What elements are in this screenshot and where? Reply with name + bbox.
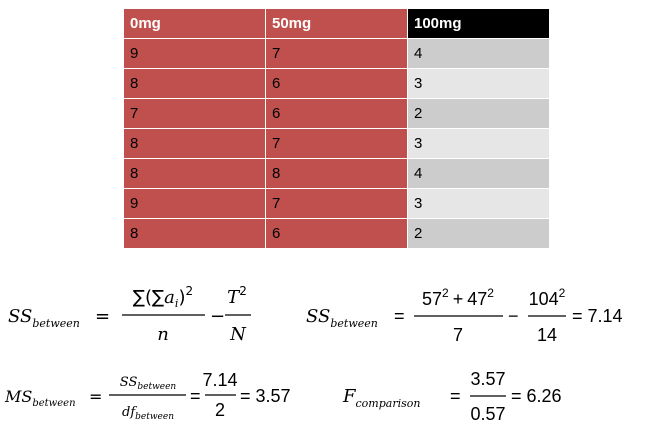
table-cell: 3 — [407, 128, 550, 159]
table-cell: 9 — [123, 38, 266, 69]
denominator: n — [157, 324, 169, 345]
symbol: SS — [120, 375, 138, 390]
symbol: df — [122, 405, 137, 420]
table-cell: 8 — [123, 68, 266, 99]
number: 57 — [422, 289, 442, 309]
equals: = — [394, 306, 405, 326]
variable: T — [227, 287, 241, 308]
variable: a — [164, 287, 175, 308]
denominator: 0.57 — [470, 404, 505, 424]
equals: = — [240, 386, 251, 406]
symbol: SS — [306, 306, 330, 327]
equals: = — [572, 306, 583, 326]
equals: = — [450, 386, 461, 406]
number: 104 — [529, 289, 559, 309]
exponent: 2 — [185, 284, 193, 298]
subscript: between — [330, 317, 378, 330]
number: 6.26 — [527, 386, 562, 406]
numerator: SSbetween — [120, 375, 177, 392]
table-cell: 9 — [123, 188, 266, 219]
sum: ∑(∑ — [133, 287, 164, 308]
table-cell: 8 — [123, 218, 266, 249]
minus: − — [210, 306, 225, 327]
table-cell: 8 — [265, 158, 408, 189]
denominator: 7 — [453, 325, 463, 345]
table-cell: 7 — [265, 188, 408, 219]
symbol: SS — [8, 306, 32, 327]
table-cell: 4 — [407, 158, 550, 189]
table-cell: 8 — [123, 158, 266, 189]
number: 3.57 — [256, 386, 291, 406]
table-cell: 3 — [407, 188, 550, 219]
result: = 3.57 — [240, 386, 291, 406]
formula-lhs: SSbetween — [306, 306, 378, 330]
table-cell: 2 — [407, 218, 550, 249]
numerator: 572 +472 — [422, 286, 494, 309]
numerator: 7.14 — [202, 370, 237, 390]
formula-lhs: Fcomparison — [342, 386, 420, 410]
denominator: 14 — [537, 325, 557, 345]
subscript: i — [175, 297, 179, 310]
denominator: dfbetween — [122, 405, 174, 422]
equals: = — [95, 306, 110, 327]
exponent: 2 — [239, 284, 247, 298]
number: 47 — [467, 289, 487, 309]
subscript: comparison — [356, 397, 421, 410]
header-row: 0mg 50mg 100mg — [123, 8, 550, 39]
table-cell: 8 — [123, 128, 266, 159]
exponent: 2 — [487, 286, 494, 300]
numerator: T2 — [227, 284, 247, 308]
numerator: ∑(∑ai)2 — [133, 284, 193, 310]
denominator: N — [229, 324, 247, 345]
subscript: between — [32, 317, 80, 330]
table-cell: 6 — [265, 98, 408, 129]
table-cell: 2 — [407, 98, 550, 129]
symbol: MS — [4, 387, 32, 406]
equals: = — [190, 386, 201, 406]
table-cell: 6 — [265, 218, 408, 249]
exponent: 2 — [559, 286, 566, 300]
paren: ) — [178, 287, 185, 308]
plus: + — [453, 289, 464, 309]
number: 7.14 — [588, 306, 623, 326]
denominator: 2 — [215, 400, 225, 420]
equals: = — [89, 387, 102, 406]
subscript: between — [137, 382, 176, 392]
equals: = — [511, 386, 522, 406]
symbol: F — [342, 386, 357, 407]
result: = 7.14 — [572, 306, 623, 326]
table-cell: 6 — [265, 68, 408, 99]
subscript: between — [32, 398, 75, 409]
numerator: 3.57 — [470, 369, 505, 389]
table-cell: 7 — [265, 38, 408, 69]
header-cell: 0mg — [123, 8, 266, 39]
numerator: 1042 — [529, 286, 566, 309]
table-cell: 7 — [265, 128, 408, 159]
result: = 6.26 — [511, 386, 562, 406]
table-cell: 4 — [407, 38, 550, 69]
formula-lhs: MSbetween — [4, 387, 76, 409]
table-cell: 3 — [407, 68, 550, 99]
minus: − — [508, 306, 519, 326]
exponent: 2 — [442, 286, 449, 300]
subscript: between — [135, 412, 174, 422]
formula-lhs: SSbetween — [8, 306, 80, 330]
